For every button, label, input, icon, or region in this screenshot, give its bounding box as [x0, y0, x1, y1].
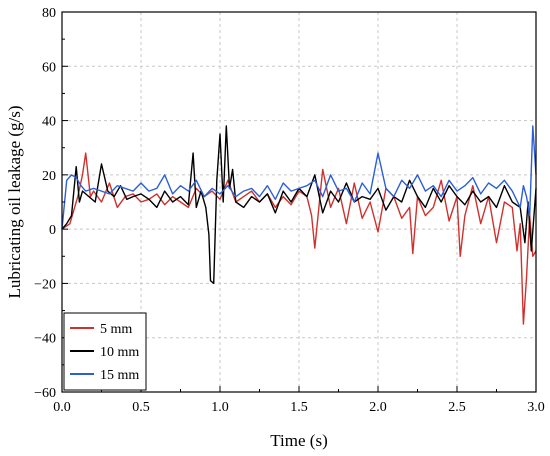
- y-tick-label: 60: [42, 60, 56, 75]
- legend-label-10mm: 10 mm: [100, 345, 139, 360]
- y-tick-label: −20: [34, 277, 56, 292]
- legend: 5 mm 10 mm 15 mm: [63, 312, 147, 391]
- x-tick-label: 2.0: [369, 400, 387, 415]
- series-line-15mm: [61, 125, 537, 230]
- y-tick-label: 40: [42, 115, 56, 130]
- y-tick-label: 80: [42, 6, 56, 21]
- y-tick-label: −60: [34, 386, 56, 401]
- x-tick-label: 0.0: [53, 400, 71, 415]
- y-tick-label: 20: [42, 169, 56, 184]
- x-axis-title: Time (s): [270, 431, 327, 450]
- series-line-10mm: [61, 125, 537, 285]
- x-tick-label: 3.0: [527, 400, 545, 415]
- y-tick-label: −40: [34, 332, 56, 347]
- legend-label-5mm: 5 mm: [100, 322, 132, 337]
- series-lines: [61, 125, 537, 325]
- y-tick-labels: 80 60 40 20 0 −20 −40 −60: [34, 6, 56, 401]
- x-tick-label: 2.5: [448, 400, 466, 415]
- x-tick-label: 1.5: [290, 400, 308, 415]
- y-axis-title: Lubricating oil leakage (g/s): [5, 105, 24, 298]
- series-line-5mm: [61, 152, 537, 325]
- x-tick-labels: 0.0 0.5 1.0 1.5 2.0 2.5 3.0: [53, 400, 545, 415]
- y-tick-label: 0: [49, 223, 56, 238]
- x-tick-label: 1.0: [211, 400, 229, 415]
- legend-label-15mm: 15 mm: [100, 368, 139, 383]
- x-tick-label: 0.5: [132, 400, 150, 415]
